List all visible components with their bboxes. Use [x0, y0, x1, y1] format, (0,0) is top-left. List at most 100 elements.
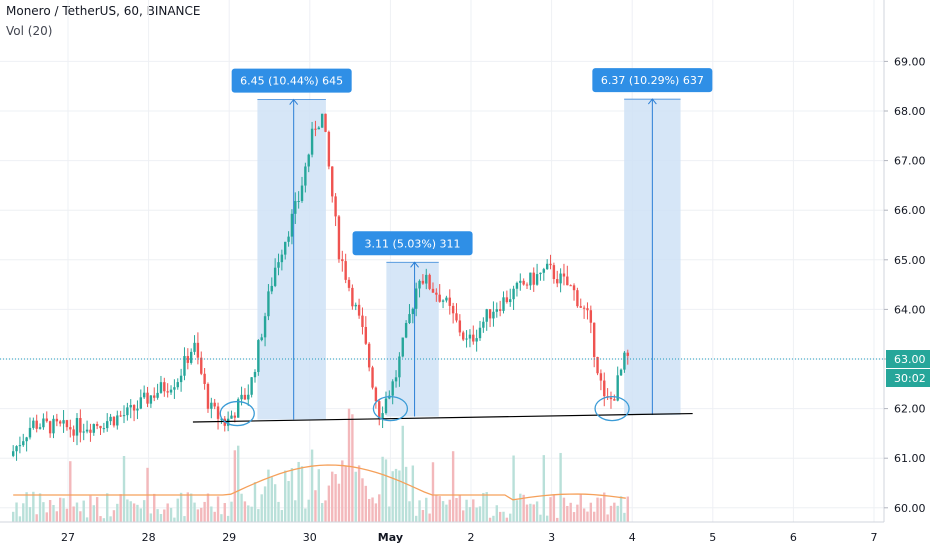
candle-body: [532, 272, 535, 285]
candle-body: [472, 334, 475, 342]
volume-bar: [549, 497, 552, 522]
candle-body: [505, 297, 509, 303]
volume-bar: [613, 502, 616, 522]
drawings[interactable]: [0, 358, 884, 427]
volume-bar: [482, 492, 485, 522]
candle-body: [139, 397, 143, 409]
candle-body: [300, 185, 304, 202]
volume-bar: [374, 503, 378, 522]
candle-body: [55, 418, 59, 422]
candle-body: [502, 297, 505, 311]
price-tick-label: 61.00: [894, 452, 926, 465]
candle-body: [280, 254, 284, 263]
candle-body: [253, 371, 257, 378]
volume-bar: [401, 425, 404, 522]
time-axis[interactable]: 27 28 29 30 May 2 3 4 5 6 7: [0, 521, 884, 544]
candle-body: [11, 451, 15, 456]
highlight-ellipse-3: [594, 395, 630, 422]
price-axis[interactable]: 69.00 68.00 67.00 66.00 65.00 64.00 63.00 62.00…: [883, 0, 930, 522]
volume-bar: [280, 509, 284, 522]
volume-bar: [102, 518, 106, 522]
candle-body: [196, 342, 200, 358]
volume-bar: [324, 500, 327, 522]
volume-bar: [132, 503, 136, 522]
highlight-ellipse-2: [372, 395, 409, 422]
volume-bar: [582, 508, 586, 522]
volume-bar: [69, 461, 72, 522]
measure-label-box-3: [592, 68, 713, 93]
volume-bar: [539, 514, 542, 522]
volume-bar: [230, 501, 233, 522]
candle-body: [603, 380, 606, 397]
volume-bar: [270, 477, 273, 522]
volume-bar: [79, 511, 82, 522]
volume-bar: [572, 512, 576, 522]
time-tick-label: 3: [548, 531, 555, 544]
candle-body: [398, 356, 401, 378]
volume-bar: [566, 505, 569, 522]
volume-bar: [52, 505, 55, 522]
volume-bar: [82, 500, 85, 522]
candle-body: [515, 282, 519, 289]
candle-body: [200, 357, 203, 374]
candle-body: [428, 274, 431, 289]
volume-bar: [569, 502, 572, 522]
measure-box-2: [386, 262, 439, 417]
candle-body: [337, 216, 341, 260]
volume-bar: [273, 484, 277, 522]
volume-bar: [488, 517, 492, 522]
volume-bar: [354, 471, 357, 522]
volume-bar: [95, 497, 99, 522]
volume-bar: [455, 498, 458, 522]
volume-bar: [472, 499, 475, 522]
volume-bar: [179, 492, 183, 522]
volume-bar: [226, 515, 230, 522]
candle-body: [18, 445, 22, 447]
volume-bar: [609, 505, 613, 522]
time-tick-label: 6: [790, 531, 797, 544]
volume-bar: [542, 455, 546, 522]
candle-body: [542, 269, 546, 273]
candle-body: [243, 394, 247, 400]
volume-bar: [529, 503, 532, 522]
candle-body: [320, 113, 324, 128]
volume-bar: [32, 491, 35, 522]
measure-label-1: 6.45 (10.44%) 645: [240, 75, 343, 88]
volume-bar: [253, 482, 257, 522]
volume-bar: [435, 494, 438, 522]
volume-bar: [200, 507, 203, 522]
candle-body: [586, 308, 589, 311]
candle-body: [85, 429, 89, 432]
candle-body: [408, 314, 411, 323]
candle-body: [122, 415, 126, 417]
candle-body: [468, 334, 472, 339]
volume-bar: [344, 466, 347, 522]
candle-body: [626, 352, 629, 356]
candle-body: [559, 273, 562, 284]
volume-bar: [589, 502, 593, 522]
candle-body: [109, 416, 112, 422]
time-tick-label: 29: [222, 531, 236, 544]
volume-bar: [233, 450, 237, 522]
candle-body: [260, 337, 263, 341]
volume-bar: [196, 509, 200, 522]
volume-bar: [606, 514, 609, 522]
volume-bar: [502, 511, 505, 522]
candle-body: [421, 280, 425, 284]
volume-bar: [307, 499, 310, 522]
volume-bar: [381, 456, 384, 522]
candle-body: [277, 262, 280, 268]
volume-bar: [468, 507, 472, 522]
candle-body: [257, 340, 260, 372]
candle-body: [79, 418, 82, 433]
candle-body: [509, 299, 512, 303]
volume-bar: [173, 517, 176, 522]
volume-bar: [250, 506, 253, 522]
countdown-tag-text: 30:02: [894, 372, 926, 385]
candle-body: [364, 326, 368, 344]
candle-body: [173, 387, 176, 390]
volume-bar: [89, 495, 92, 522]
volume-bar: [398, 470, 401, 522]
volume-bar: [492, 515, 495, 522]
